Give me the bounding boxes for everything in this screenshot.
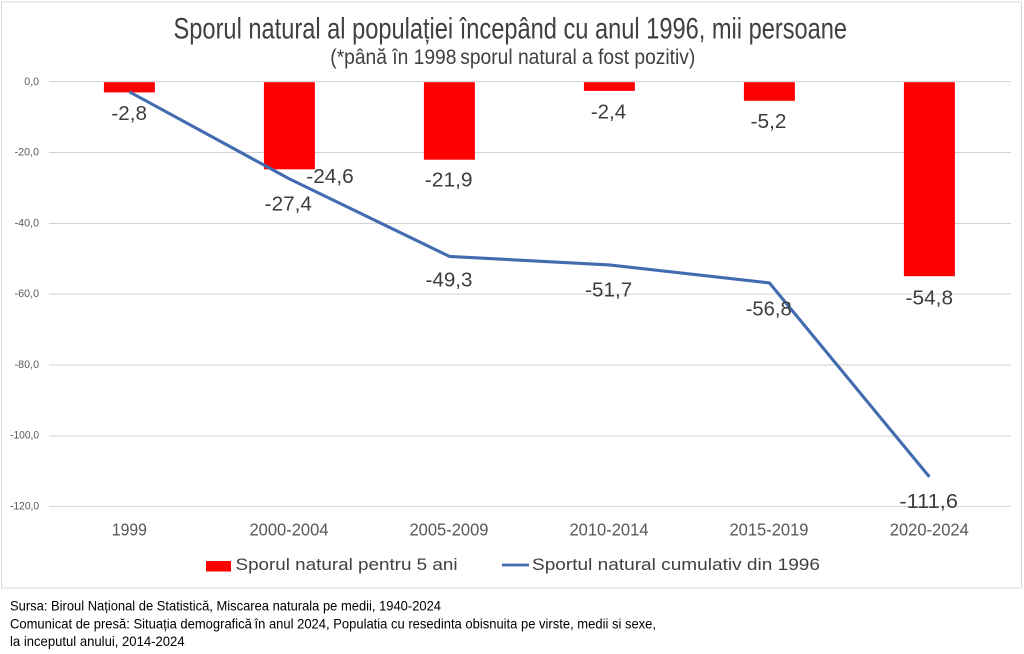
svg-text:-56,8: -56,8 bbox=[746, 298, 792, 320]
svg-text:Sporul natural al populației î: Sporul natural al populației începând cu… bbox=[174, 13, 848, 46]
svg-text:Sursa: Biroul Național de Stat: Sursa: Biroul Național de Statistică, Mi… bbox=[10, 598, 441, 614]
svg-text:-5,2: -5,2 bbox=[751, 111, 787, 133]
svg-text:-80,0: -80,0 bbox=[15, 359, 40, 371]
svg-text:-20,0: -20,0 bbox=[15, 147, 40, 159]
svg-text:la inceputul anului, 2014-2024: la inceputul anului, 2014-2024 bbox=[10, 633, 185, 649]
svg-text:-24,6: -24,6 bbox=[306, 166, 354, 188]
svg-text:-54,8: -54,8 bbox=[906, 287, 954, 309]
svg-text:2010-2014: 2010-2014 bbox=[570, 519, 649, 539]
svg-text:-49,3: -49,3 bbox=[426, 270, 473, 292]
svg-text:2000-2004: 2000-2004 bbox=[250, 519, 329, 539]
svg-text:2020-2024: 2020-2024 bbox=[890, 519, 969, 539]
svg-text:-111,6: -111,6 bbox=[899, 491, 958, 513]
svg-text:2015-2019: 2015-2019 bbox=[730, 519, 809, 539]
svg-text:(*până în 1998 sporul natural: (*până în 1998 sporul natural a fost poz… bbox=[330, 46, 695, 69]
svg-text:1999: 1999 bbox=[112, 519, 147, 539]
svg-text:Comunicat de presă: Situația d: Comunicat de presă: Situația demografică… bbox=[10, 615, 656, 631]
svg-text:-51,7: -51,7 bbox=[585, 280, 632, 302]
svg-text:2005-2009: 2005-2009 bbox=[410, 519, 489, 539]
svg-text:-2,4: -2,4 bbox=[591, 102, 626, 124]
svg-text:0,0: 0,0 bbox=[24, 76, 39, 88]
svg-text:-27,4: -27,4 bbox=[265, 193, 312, 215]
svg-text:-21,9: -21,9 bbox=[425, 169, 473, 191]
svg-text:-100,0: -100,0 bbox=[10, 430, 39, 442]
svg-text:Sportul natural cumulativ din: Sportul natural cumulativ din 1996 bbox=[532, 556, 820, 574]
svg-text:-2,8: -2,8 bbox=[111, 103, 147, 125]
svg-text:Sporul natural pentru 5 ani: Sporul natural pentru 5 ani bbox=[236, 556, 458, 574]
svg-text:-120,0: -120,0 bbox=[10, 501, 39, 513]
svg-text:-60,0: -60,0 bbox=[15, 288, 40, 300]
svg-text:-40,0: -40,0 bbox=[15, 217, 40, 229]
